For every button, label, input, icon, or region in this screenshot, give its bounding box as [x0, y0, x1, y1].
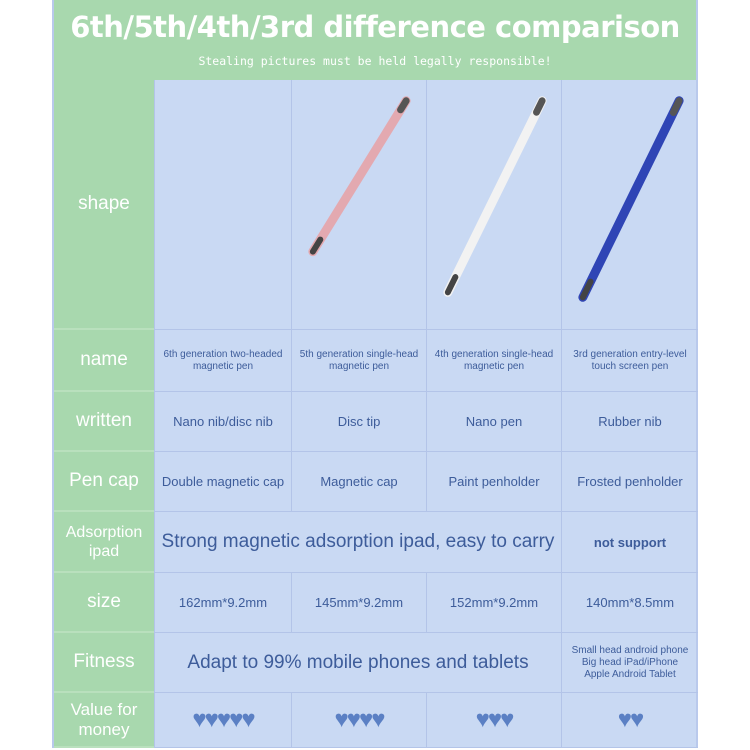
pen-nib: Disc tip [291, 392, 426, 452]
row-label-name: name [54, 330, 154, 392]
row-label-value: Value for money [54, 693, 154, 748]
row-label-shape: shape [54, 80, 154, 330]
heart-icon: ♥ [630, 706, 644, 733]
pen-image-cell [291, 80, 426, 330]
adsorption-third: not support [561, 512, 698, 573]
heart-icon: ♥ [241, 706, 255, 733]
heart-icon: ♥ [500, 706, 514, 733]
pen-cap: Magnetic cap [291, 452, 426, 512]
pen-name: 6th generation two-headed magnetic pen [154, 330, 291, 392]
heart-icon: ♥ [229, 706, 243, 733]
pen-size: 140mm*8.5mm [561, 573, 698, 633]
heart-icon: ♥ [371, 706, 385, 733]
row-label-pen-cap: Pen cap [54, 452, 154, 512]
pen-size: 162mm*9.2mm [154, 573, 291, 633]
heart-icon: ♥ [359, 706, 373, 733]
row-label-written: written [54, 392, 154, 452]
fitness-shared: Adapt to 99% mobile phones and tablets [154, 633, 561, 693]
pen-name: 5th generation single-head magnetic pen [291, 330, 426, 392]
header: 6th/5th/4th/3rd difference comparison St… [54, 0, 696, 80]
heart-icon: ♥ [204, 706, 219, 733]
heart-icon: ♥ [192, 706, 206, 733]
pen-size: 152mm*9.2mm [426, 573, 561, 633]
row-label-fitness: Fitness [54, 633, 154, 693]
pen-image-cell [426, 80, 561, 330]
pen-image [155, 80, 291, 330]
pen-image [578, 95, 684, 302]
heart-icon: ♥ [475, 706, 490, 733]
pen-cap: Frosted penholder [561, 452, 698, 512]
pen-image [443, 95, 547, 297]
heart-icon: ♥ [487, 706, 502, 733]
pen-cap: Double magnetic cap [154, 452, 291, 512]
pen-image-cell [154, 80, 291, 330]
heart-icon: ♥ [334, 706, 349, 733]
pen-nib: Rubber nib [561, 392, 698, 452]
rating-hearts: ♥ ♥ ♥ ♥ ♥ [154, 693, 291, 748]
heart-icon: ♥ [216, 706, 231, 733]
heart-icon: ♥ [617, 706, 632, 733]
fitness-third: Small head android phone Big head iPad/i… [561, 633, 698, 693]
pen-size: 145mm*9.2mm [291, 573, 426, 633]
subtitle: Stealing pictures must be held legally r… [198, 54, 552, 68]
row-label-size: size [54, 573, 154, 633]
rating-hearts: ♥ ♥ ♥ [426, 693, 561, 748]
pen-nib: Nano nib/disc nib [154, 392, 291, 452]
pen-nib: Nano pen [426, 392, 561, 452]
pen-image-cell [561, 80, 698, 330]
pen-name: 3rd generation entry-level touch screen … [561, 330, 698, 392]
pen-name: 4th generation single-head magnetic pen [426, 330, 561, 392]
adsorption-shared: Strong magnetic adsorption ipad, easy to… [154, 512, 561, 573]
rating-hearts: ♥ ♥ ♥ ♥ [291, 693, 426, 748]
page-title: 6th/5th/4th/3rd difference comparison [70, 10, 680, 44]
heart-icon: ♥ [346, 706, 361, 733]
pen-image [308, 95, 411, 256]
pen-cap: Paint penholder [426, 452, 561, 512]
rating-hearts: ♥ ♥ [561, 693, 698, 748]
row-label-adsorption: Adsorption ipad [54, 512, 154, 573]
comparison-table: 6th/5th/4th/3rd difference comparison St… [52, 0, 698, 748]
